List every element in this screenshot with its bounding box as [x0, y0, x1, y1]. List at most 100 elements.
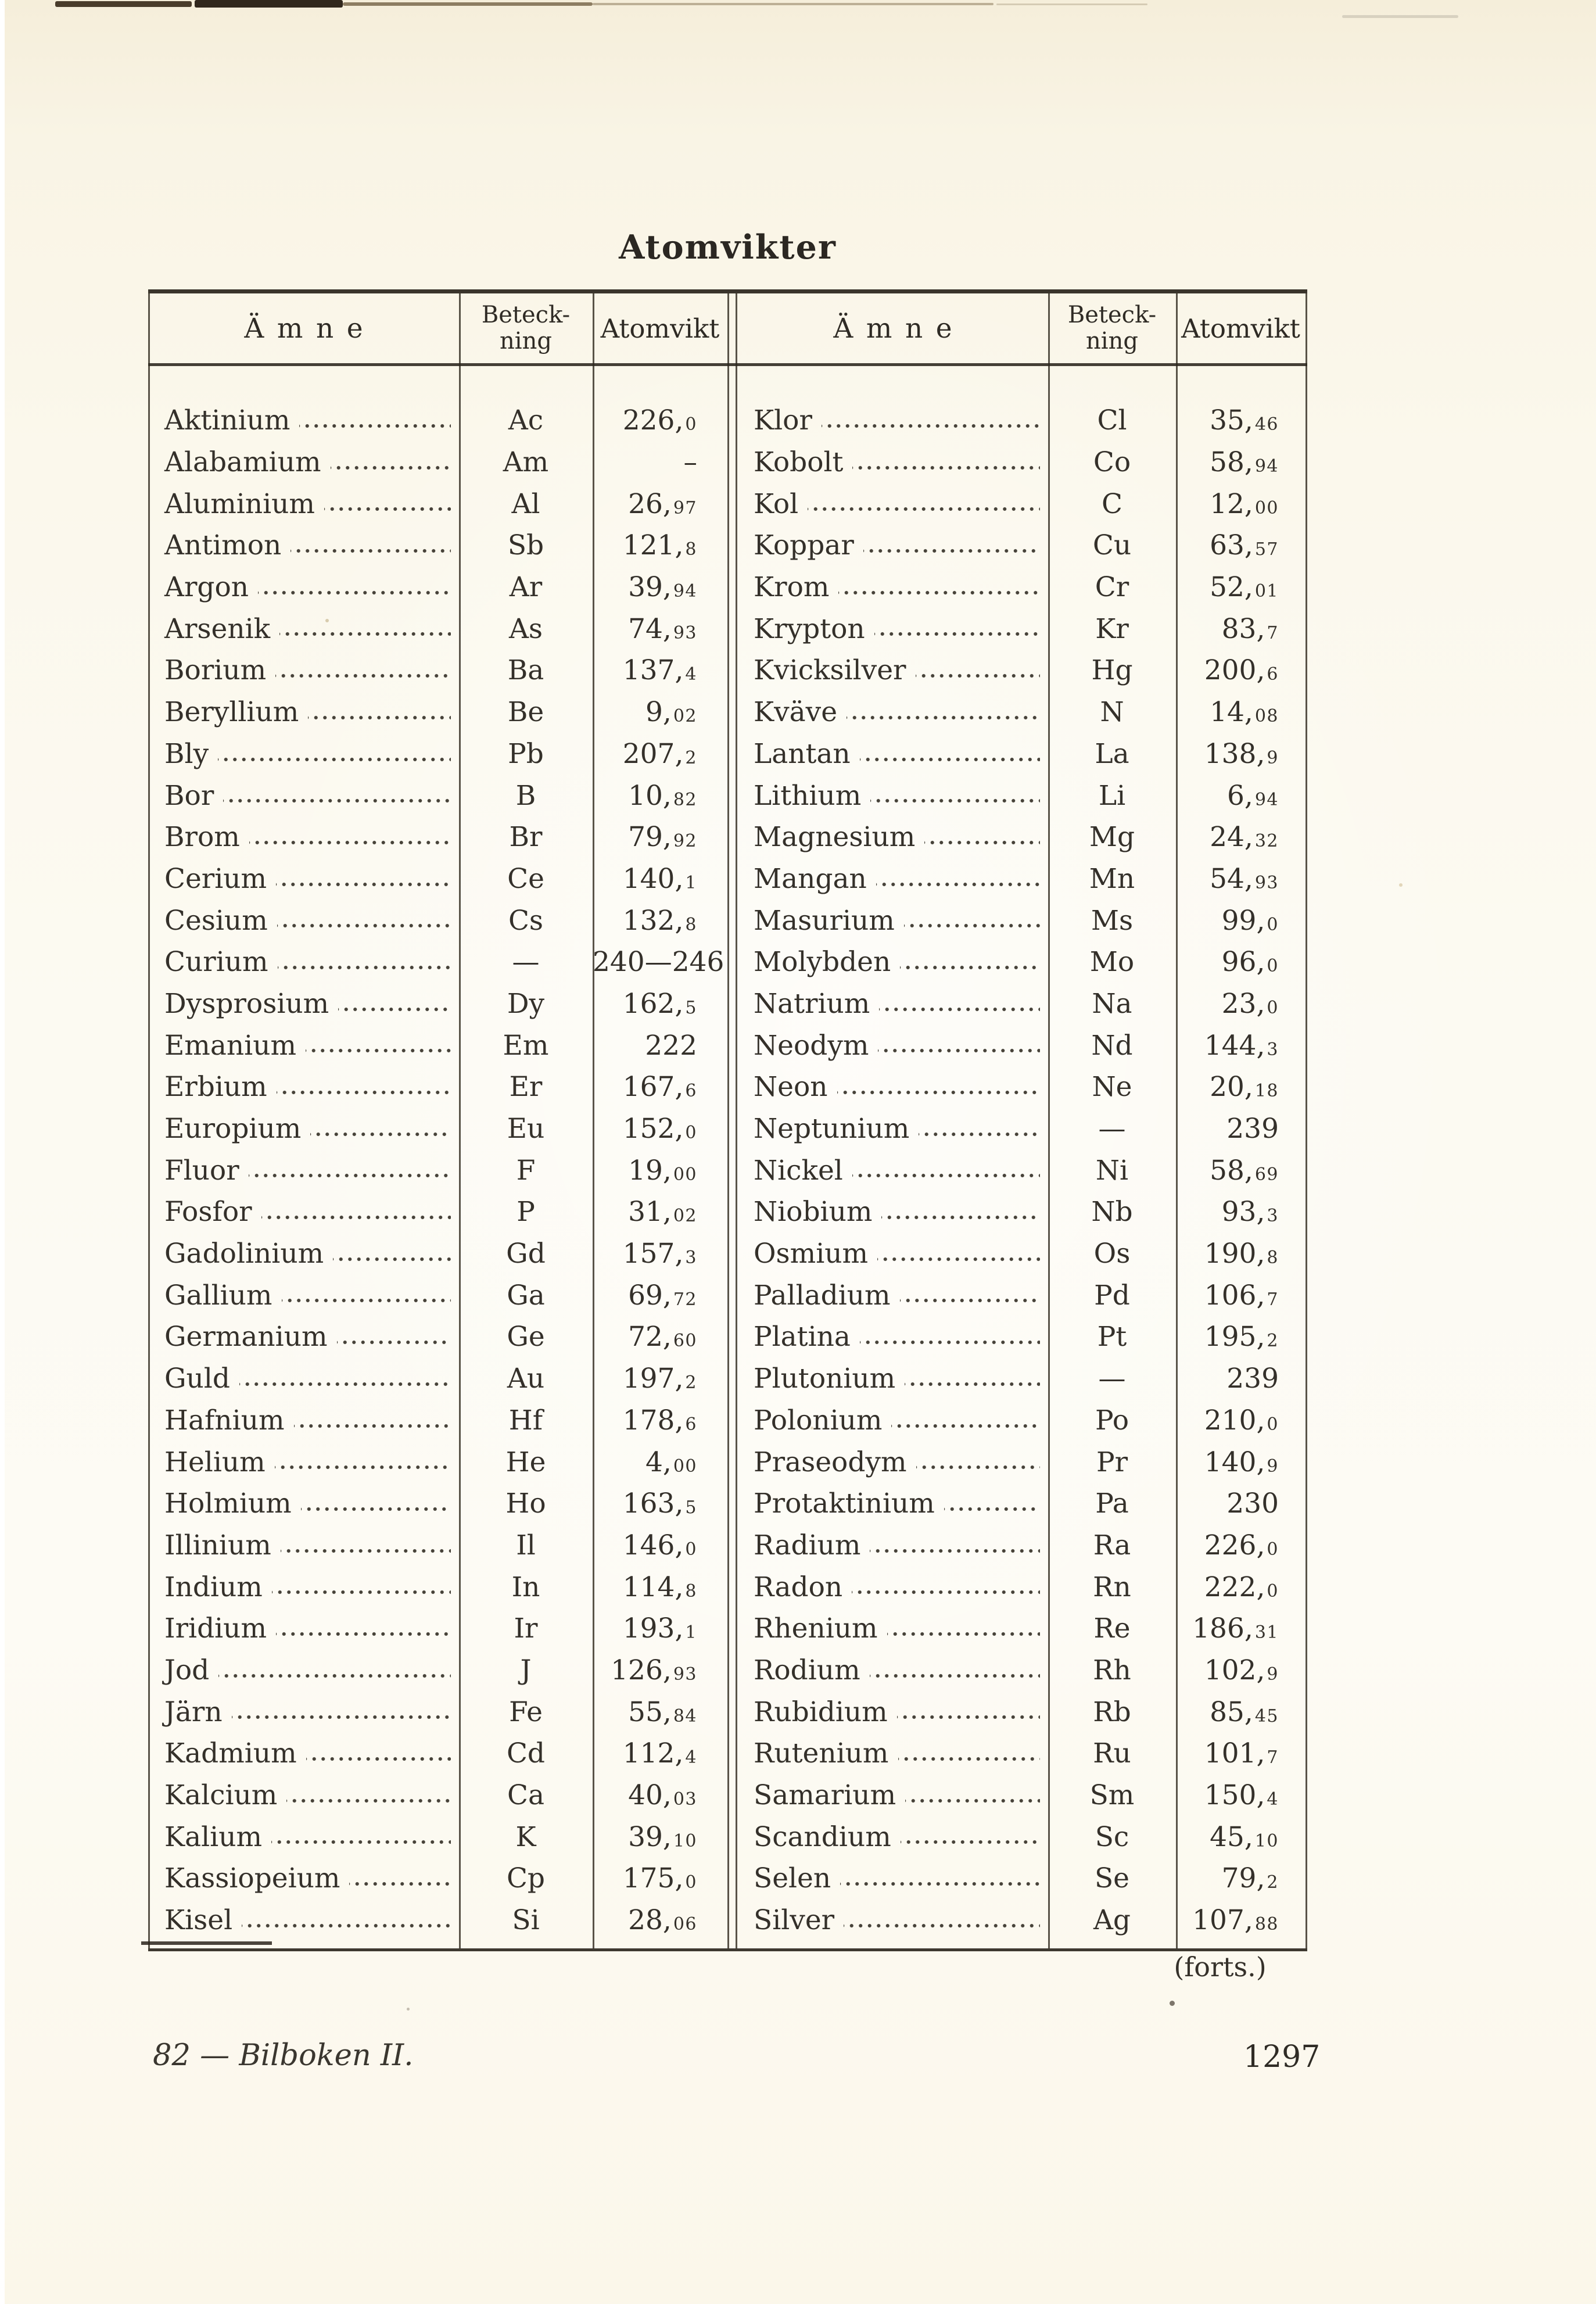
- element-symbol: Po: [1095, 1404, 1129, 1436]
- element-symbol: Ca: [507, 1779, 544, 1812]
- table-row: Neodym Nd 144, 3: [737, 1024, 1306, 1066]
- table-row: Neon Ne 20, 18: [737, 1066, 1306, 1108]
- dot-leader: [924, 816, 1040, 858]
- element-symbol: Li: [1098, 779, 1126, 812]
- dot-leader: [881, 1191, 1040, 1233]
- atomic-weight: 93, 3: [1221, 1196, 1279, 1228]
- substance-name: Dysprosium: [148, 983, 459, 1025]
- substance-name: Scandium: [737, 1816, 1048, 1858]
- table-row: Aluminium Al 26, 97: [148, 483, 727, 525]
- table-row: Natrium Na 23, 0: [737, 983, 1306, 1025]
- dot-leader: [900, 1816, 1040, 1858]
- element-symbol: N: [1100, 696, 1124, 729]
- table-row: Silver Ag 107, 88: [737, 1899, 1306, 1941]
- table-row: Germanium Ge 72, 60: [148, 1316, 727, 1358]
- atomic-weight: 54, 93: [1210, 862, 1279, 895]
- element-symbol: Cr: [1095, 571, 1129, 604]
- atomic-weight: 20, 18: [1210, 1071, 1279, 1103]
- atomic-weight: 52, 01: [1210, 571, 1279, 604]
- dot-leader: [844, 1899, 1040, 1941]
- table-row: Cerium Ce 140, 1: [148, 858, 727, 900]
- atomic-weight: 195, 2: [1204, 1321, 1279, 1353]
- atomic-weight: 138, 9: [1204, 737, 1279, 770]
- header-separator-line: [148, 363, 1307, 366]
- dot-leader: [900, 941, 1040, 983]
- paper-speck: [1170, 2001, 1175, 2006]
- element-symbol: Am: [503, 446, 549, 479]
- header-symbol: Beteck- ning: [481, 302, 571, 354]
- dot-leader: [223, 775, 451, 816]
- substance-name: Rubidium: [737, 1691, 1048, 1733]
- substance-name: Kol: [737, 483, 1048, 525]
- atomic-weight: 31, 02: [628, 1196, 697, 1228]
- atomic-weight: 226, 0: [1204, 1529, 1279, 1561]
- atomic-weight: 99, 0: [1221, 904, 1279, 937]
- table-row: Arsenik As 74, 93: [148, 608, 727, 650]
- substance-name: Erbium: [148, 1066, 459, 1108]
- atomic-weight: 35, 46: [1210, 404, 1279, 437]
- atomic-weight: 79, 2: [1221, 1862, 1279, 1895]
- substance-name: Polonium: [737, 1399, 1048, 1442]
- substance-name: Koppar: [737, 525, 1048, 567]
- dot-leader: [903, 900, 1040, 941]
- substance-name: Iridium: [148, 1607, 459, 1650]
- dot-leader: [276, 1066, 451, 1108]
- table-row: Selen Se 79, 2: [737, 1858, 1306, 1900]
- element-symbol: Sm: [1089, 1779, 1135, 1812]
- table-row: Brom Br 79, 92: [148, 816, 727, 858]
- element-symbol: Eu: [507, 1113, 545, 1145]
- element-symbol: Nd: [1091, 1029, 1133, 1062]
- element-symbol: Mg: [1089, 821, 1135, 854]
- dot-leader: [308, 691, 451, 733]
- atomic-weight: 132, 8: [622, 904, 697, 937]
- substance-name: Jod: [148, 1649, 459, 1692]
- dot-leader: [300, 1482, 451, 1525]
- continuation-note: (forts.): [1174, 1951, 1267, 1983]
- element-symbol: Sb: [507, 529, 544, 562]
- atomic-weight: 112, 4: [622, 1737, 697, 1770]
- substance-name: Fosfor: [148, 1191, 459, 1233]
- element-symbol: Os: [1093, 1238, 1131, 1270]
- scan-line-artifact: [141, 1941, 272, 1945]
- table-row: Kisel Si 28, 06: [148, 1899, 727, 1941]
- element-symbol: Rn: [1093, 1571, 1131, 1603]
- table-row: Palladium Pd 106, 7: [737, 1274, 1306, 1317]
- substance-name: Krypton: [737, 608, 1048, 650]
- table-row: Iridium Ir 193, 1: [148, 1607, 727, 1650]
- substance-name: Kisel: [148, 1899, 459, 1941]
- atomic-weight: 240—246: [593, 946, 725, 979]
- element-symbol: Ge: [507, 1321, 545, 1353]
- substance-name: Protaktinium: [737, 1482, 1048, 1525]
- atomic-weight: 175, 0: [622, 1862, 697, 1895]
- substance-name: Holmium: [148, 1482, 459, 1525]
- element-symbol: Fe: [509, 1696, 543, 1728]
- table-row: Kol C 12, 00: [737, 483, 1306, 525]
- substance-name: Rhenium: [737, 1607, 1048, 1650]
- left-rows: Aktinium Ac 226, 0 Alabamium Am – Aluminium Al 26…: [148, 366, 727, 1948]
- element-symbol: Ag: [1093, 1904, 1131, 1937]
- table-row: Polonium Po 210, 0: [737, 1399, 1306, 1442]
- element-symbol: Pr: [1096, 1446, 1128, 1478]
- table-row: Hafnium Hf 178, 6: [148, 1399, 727, 1442]
- dot-leader: [281, 1274, 451, 1317]
- substance-name: Nickel: [737, 1149, 1048, 1192]
- dot-leader: [248, 1149, 451, 1192]
- substance-name: Silver: [737, 1899, 1048, 1941]
- dot-leader: [286, 1774, 451, 1816]
- atomic-weight: 239: [1226, 1113, 1279, 1145]
- substance-name: Curium: [148, 941, 459, 983]
- table-row: Alabamium Am –: [148, 441, 727, 483]
- dot-leader: [279, 608, 451, 650]
- atomic-weight: 26, 97: [628, 488, 697, 520]
- element-symbol: Hg: [1091, 654, 1133, 687]
- substance-name: Natrium: [737, 983, 1048, 1025]
- substance-name: Neon: [737, 1066, 1048, 1108]
- atomic-weight: 28, 06: [628, 1904, 697, 1937]
- dot-leader: [899, 1274, 1040, 1317]
- element-symbol: Cu: [1092, 529, 1132, 562]
- substance-name: Emanium: [148, 1024, 459, 1066]
- atomic-weight: 58, 69: [1210, 1154, 1279, 1187]
- element-symbol: Na: [1092, 987, 1132, 1020]
- dot-leader: [275, 650, 451, 691]
